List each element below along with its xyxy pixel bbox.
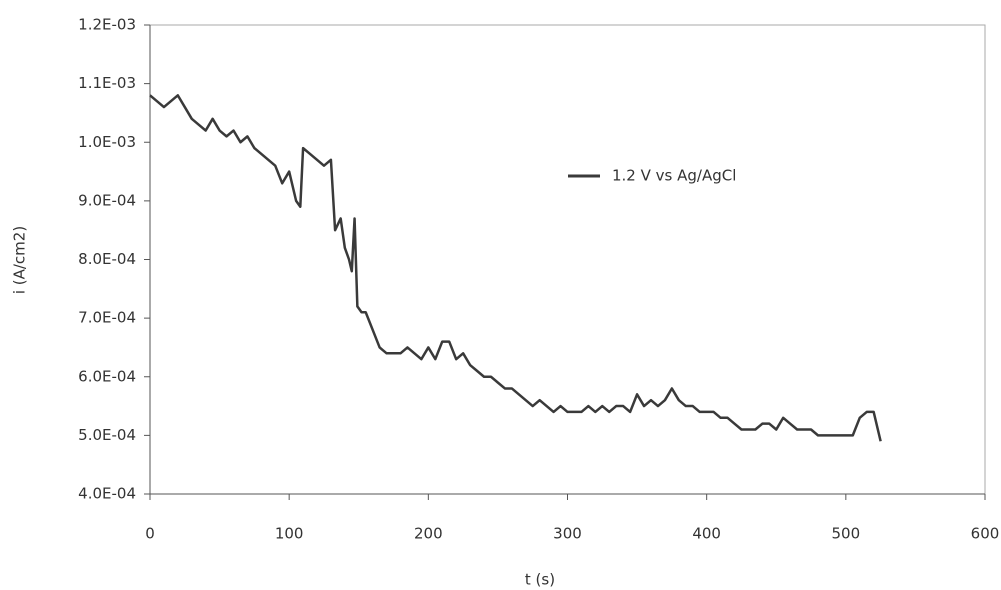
y-tick-label: 1.2E-03 [78,16,136,34]
x-tick-label: 200 [414,525,443,543]
legend-label: 1.2 V vs Ag/AgCl [612,167,736,185]
x-tick-label: 500 [832,525,861,543]
y-tick-label: 6.0E-04 [78,367,136,385]
x-tick-label: 400 [692,525,721,543]
y-tick-label: 7.0E-04 [78,309,136,327]
y-axis-label: i (A/cm2) [11,226,29,294]
x-axis-label: t (s) [525,571,555,589]
x-tick-label: 600 [971,525,1000,543]
plot-frame [150,25,985,494]
data-line [150,95,881,441]
x-tick-label: 0 [145,525,155,543]
y-tick-label: 9.0E-04 [78,191,136,209]
y-tick-label: 8.0E-04 [78,250,136,268]
x-tick-label: 300 [553,525,582,543]
y-tick-label: 1.0E-03 [78,133,136,151]
y-tick-label: 1.1E-03 [78,74,136,92]
chart: t (s) i (A/cm2) 4.0E-04 5.0E-04 6.0E-04 7.0… [0,0,1001,590]
y-tick-label: 4.0E-04 [78,485,136,503]
y-tick-label: 5.0E-04 [78,426,136,444]
x-tick-label: 100 [275,525,304,543]
